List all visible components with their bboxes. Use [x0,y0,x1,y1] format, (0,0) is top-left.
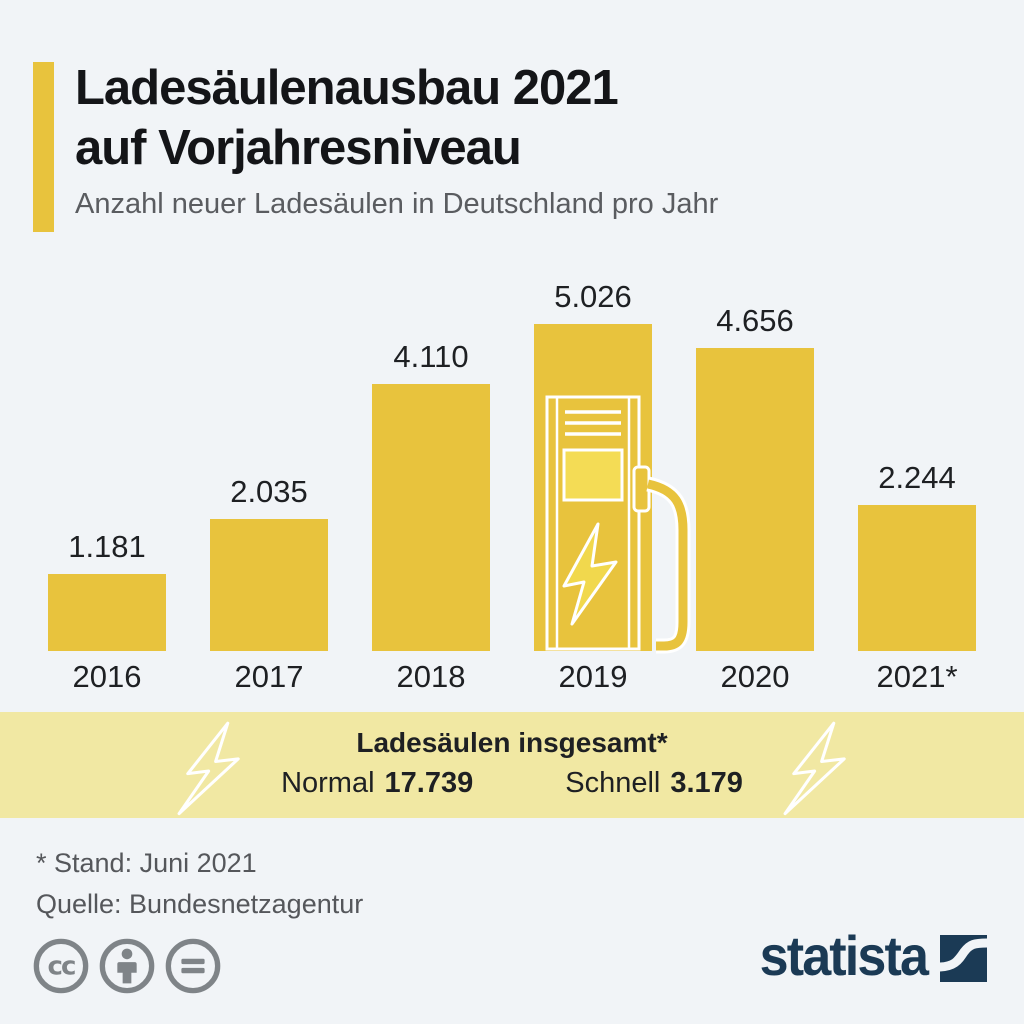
x-axis-label: 2017 [234,659,304,694]
bar-value-label: 5.026 [554,279,632,314]
lightning-bolt-icon [177,721,240,816]
bar-column-2020: 4.656 2020 [696,303,814,699]
x-axis-label: 2020 [720,659,790,694]
x-axis-label: 2019 [558,659,628,694]
bar [696,348,814,651]
svg-text:cc: cc [47,952,75,982]
charging-station-illustration [545,395,691,654]
station-body [545,395,641,651]
footnote-date: * Stand: Juni 2021 [36,848,257,878]
header: Ladesäulenausbau 2021 auf Vorjahresniveau… [33,58,719,232]
x-axis-label: 2018 [396,659,466,694]
bar-column-2016: 1.181 2016 [48,529,166,699]
title-line-2: auf Vorjahresniveau [75,121,522,175]
lightning-bolt-icon [783,721,846,816]
footnotes: * Stand: Juni 2021 Quelle: Bundesnetzage… [36,843,363,925]
bar [48,574,166,651]
banner-totals-row: Normal 17.739 Schnell 3.179 [0,767,1024,800]
bar [534,324,691,654]
bar-chart: 1.181 2016 2.035 2017 4.110 2018 5.026 2019 4.6… [0,279,1024,699]
totals-banner: Ladesäulen insgesamt* Normal 17.739 Schne… [0,712,1024,818]
charging-cable [646,476,691,654]
title-line-1: Ladesäulenausbau 2021 [75,61,619,115]
cc-icon: cc [33,938,89,994]
page-subtitle: Anzahl neuer Ladesäulen in Deutschland p… [75,188,719,220]
station-vents [565,410,621,436]
footnote-source: Quelle: Bundesnetzagentur [36,889,364,919]
station-screen [562,448,624,502]
statista-logo-mark [940,935,987,982]
station-plug-holster [632,465,651,513]
bar-value-label: 2.244 [878,460,956,495]
equals-icon [165,938,221,994]
banner-title: Ladesäulen insgesamt* [356,727,668,758]
bar-column-2017: 2.035 2017 [210,474,328,699]
title-accent-bar [33,62,54,232]
bar [372,384,490,651]
bar-column-2019: 5.026 2019 [534,279,691,699]
total-schnell: Schnell 3.179 [565,767,743,799]
attribution-person-icon [99,938,155,994]
page-title: Ladesäulenausbau 2021 auf Vorjahresniveau [75,58,718,178]
x-axis-label: 2021* [876,659,958,694]
statista-wordmark: statista [759,924,929,987]
x-axis-label: 2016 [72,659,142,694]
bar [858,505,976,651]
total-normal: Normal 17.739 [281,767,474,799]
cc-license-icons: cc [32,937,222,995]
bar-value-label: 4.656 [716,303,794,338]
bar-column-2018: 4.110 2018 [372,339,490,699]
statista-logo: statista [747,924,987,987]
bar-value-label: 1.181 [68,529,146,564]
bar-column-2021: 2.244 2021* [858,460,976,699]
bar-value-label: 4.110 [393,339,469,374]
lightning-bolt-icon [562,522,618,626]
bar-value-label: 2.035 [230,474,308,509]
bar [210,519,328,651]
